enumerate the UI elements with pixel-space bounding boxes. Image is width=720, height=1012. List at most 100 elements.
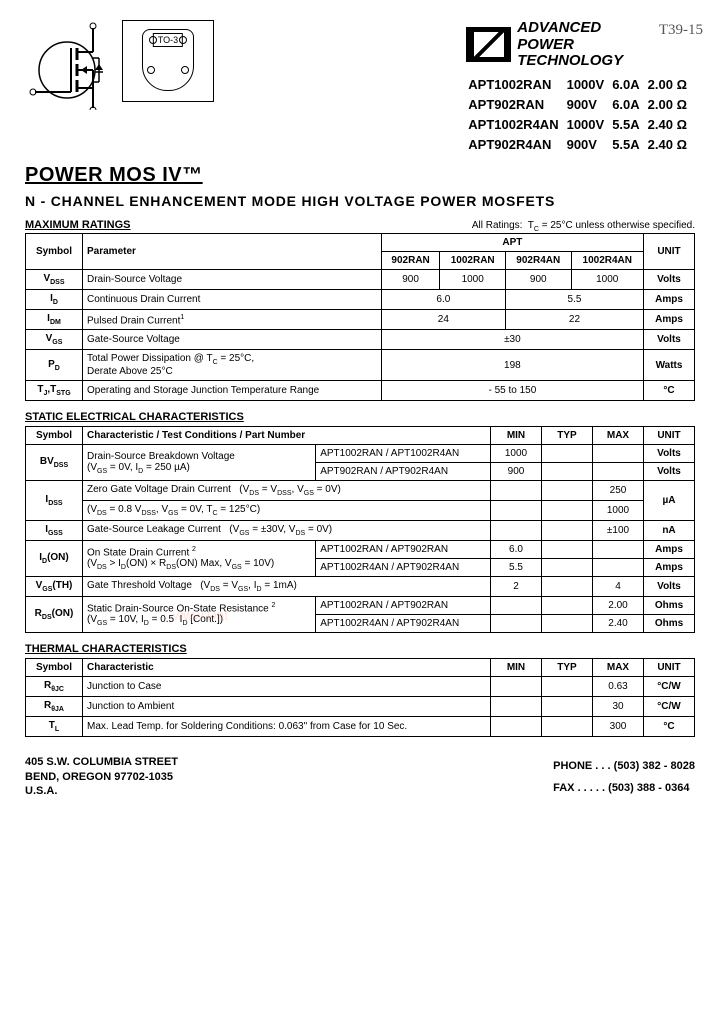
addr-line: BEND, OREGON 97702-1035 (25, 771, 173, 783)
static-table: Symbol Characteristic / Test Conditions … (25, 426, 695, 633)
char: Gate-Source Leakage Current (VGS = ±30V,… (83, 521, 491, 541)
company-line2: POWER (517, 36, 574, 53)
part-number-table: APT1002RAN1000V6.0A2.00 Ω APT902RAN900V6… (466, 74, 695, 157)
th-col: 902RAN (381, 252, 440, 270)
sym: RθJC (26, 677, 83, 697)
param: Pulsed Drain Current1 (83, 310, 382, 330)
pn: APT902RAN (468, 96, 564, 114)
pn: APT1002R4AN / APT902R4AN (316, 615, 491, 633)
min (491, 597, 542, 615)
company-line3: TECHNOLOGY (517, 52, 623, 69)
max: 1000 (593, 501, 644, 521)
th-max: MAX (593, 427, 644, 445)
max: 250 (593, 481, 644, 501)
min (491, 521, 542, 541)
th-col: 902R4AN (505, 252, 571, 270)
sym: TJ,TSTG (26, 381, 83, 401)
footer: 405 S.W. COLUMBIA STREET BEND, OREGON 97… (25, 755, 695, 799)
unit: °C/W (644, 697, 695, 717)
pn: APT1002R4AN (468, 116, 564, 134)
footer-contact: PHONE . . . (503) 382 - 8028 FAX . . . .… (553, 755, 695, 799)
param: Operating and Storage Junction Temperatu… (83, 381, 382, 401)
char: Static Drain-Source On-State Resistance … (83, 597, 316, 633)
min: 6.0 (491, 541, 542, 559)
th-symbol: Symbol (26, 427, 83, 445)
val: 1000 (571, 270, 643, 290)
sym: VDSS (26, 270, 83, 290)
pn: APT1002RAN / APT902RAN (316, 597, 491, 615)
package-shape-icon (142, 29, 194, 91)
unit: Volts (644, 270, 695, 290)
th-char: Characteristic / Test Conditions / Part … (83, 427, 491, 445)
val: 900 (505, 270, 571, 290)
table-header-row: Symbol Parameter APT UNIT (26, 234, 695, 252)
pv: 1000V (567, 116, 611, 134)
sym: VGS (26, 330, 83, 350)
pn: APT902RAN / APT902R4AN (316, 463, 491, 481)
phone-label: PHONE . . . (553, 760, 610, 772)
char: On State Drain Current 2(VDS > ID(ON) × … (83, 541, 316, 577)
table-row: VGS Gate-Source Voltage ±30 Volts (26, 330, 695, 350)
product-line: POWER MOS IV™ (25, 164, 695, 187)
max (593, 463, 644, 481)
sym: ID(ON) (26, 541, 83, 577)
part-row: APT902R4AN900V5.5A2.40 Ω (468, 136, 693, 154)
thermal-table: Symbol Characteristic MIN TYP MAX UNIT R… (25, 658, 695, 737)
unit: Volts (644, 445, 695, 463)
part-row: APT1002R4AN1000V5.5A2.40 Ω (468, 116, 693, 134)
sym: IGSS (26, 521, 83, 541)
th-param: Parameter (83, 234, 382, 270)
sym: ID (26, 290, 83, 310)
handwritten-note: T39-15 (659, 22, 703, 39)
param: Total Power Dissipation @ TC = 25°C,Dera… (83, 350, 382, 381)
th-col: 1002RAN (440, 252, 506, 270)
min: 5.5 (491, 559, 542, 577)
val: 22 (505, 310, 643, 330)
table-header-row: Symbol Characteristic MIN TYP MAX UNIT (26, 659, 695, 677)
typ (542, 481, 593, 501)
max: 0.63 (593, 677, 644, 697)
thermal-title: THERMAL CHARACTERISTICS (25, 643, 695, 655)
min (491, 615, 542, 633)
unit: Volts (644, 330, 695, 350)
val: 5.5 (505, 290, 643, 310)
char: Junction to Case (83, 677, 491, 697)
table-row: ID Continuous Drain Current 6.0 5.5 Amps (26, 290, 695, 310)
schematic-area: TO-3 (25, 20, 214, 110)
phone: (503) 382 - 8028 (614, 760, 695, 772)
pr: 2.40 Ω (648, 136, 693, 154)
sym: RDS(ON) (26, 597, 83, 633)
th-unit: UNIT (644, 427, 695, 445)
table-row: RθJA Junction to Ambient 30 °C/W (26, 697, 695, 717)
char: Drain-Source Breakdown Voltage(VGS = 0V,… (83, 445, 316, 481)
min (491, 717, 542, 737)
part-row: APT902RAN900V6.0A2.00 Ω (468, 96, 693, 114)
unit: Watts (644, 350, 695, 381)
pr: 2.40 Ω (648, 116, 693, 134)
th-char: Characteristic (83, 659, 491, 677)
th-unit: UNIT (644, 659, 695, 677)
unit: Ohms (644, 597, 695, 615)
typ (542, 677, 593, 697)
addr-line: 405 S.W. COLUMBIA STREET (25, 756, 178, 768)
typ (542, 501, 593, 521)
max: ±100 (593, 521, 644, 541)
header-row: TO-3 ADVANCED POWER TECHNOLOGY T39-15 AP… (25, 20, 695, 156)
val: - 55 to 150 (381, 381, 643, 401)
min (491, 677, 542, 697)
th-symbol: Symbol (26, 659, 83, 677)
unit: °C (644, 381, 695, 401)
fax-label: FAX . . . . . (553, 782, 605, 794)
max: 2.40 (593, 615, 644, 633)
unit: Volts (644, 463, 695, 481)
typ (542, 541, 593, 559)
min (491, 481, 542, 501)
sym: RθJA (26, 697, 83, 717)
param: Drain-Source Voltage (83, 270, 382, 290)
th-col: 1002R4AN (571, 252, 643, 270)
table-row: TJ,TSTG Operating and Storage Junction T… (26, 381, 695, 401)
max: 300 (593, 717, 644, 737)
unit: Amps (644, 310, 695, 330)
val: ±30 (381, 330, 643, 350)
sym: PD (26, 350, 83, 381)
